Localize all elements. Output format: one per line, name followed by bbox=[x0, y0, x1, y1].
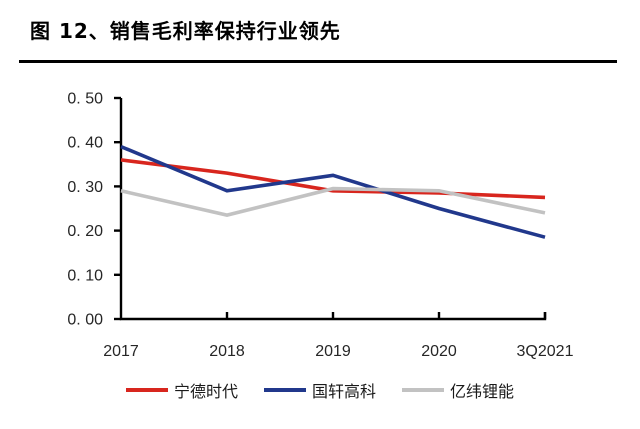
legend-item-catl: 宁德时代 bbox=[125, 378, 238, 402]
series-line-2 bbox=[120, 186, 546, 217]
legend-line-blue bbox=[263, 388, 306, 392]
y-tick-label: 0. 10 bbox=[67, 267, 103, 284]
legend-label-guoxuan: 国轩高科 bbox=[311, 382, 376, 401]
y-tick-label: 0. 20 bbox=[67, 223, 103, 240]
chart-legend: 宁德时代 国轩高科 亿纬锂能 bbox=[0, 378, 640, 402]
y-tick-label: 0. 50 bbox=[67, 91, 103, 108]
legend-item-guoxuan: 国轩高科 bbox=[263, 378, 376, 402]
axis-lines bbox=[119, 98, 547, 321]
y-tick-label: 0. 00 bbox=[67, 312, 103, 329]
y-tick-label: 0. 40 bbox=[67, 135, 103, 152]
figure-title: 图 12、销售毛利率保持行业领先 bbox=[30, 19, 341, 43]
x-tick-label: 2020 bbox=[421, 343, 457, 360]
x-tick-label: 2017 bbox=[103, 343, 139, 360]
x-tick-label: 3Q2021 bbox=[517, 343, 574, 360]
title-divider bbox=[19, 60, 617, 63]
x-tick-label: 2019 bbox=[315, 343, 351, 360]
legend-label-catl: 宁德时代 bbox=[173, 382, 238, 401]
series-line-1 bbox=[120, 144, 546, 239]
series-line-0 bbox=[120, 158, 546, 200]
y-tick-label: 0. 30 bbox=[67, 179, 103, 196]
legend-line-gray bbox=[402, 388, 444, 392]
legend-label-eve: 亿纬锂能 bbox=[450, 382, 515, 401]
legend-item-eve: 亿纬锂能 bbox=[402, 378, 514, 402]
x-tick-label: 2018 bbox=[209, 343, 245, 360]
legend-line-red bbox=[125, 388, 168, 392]
